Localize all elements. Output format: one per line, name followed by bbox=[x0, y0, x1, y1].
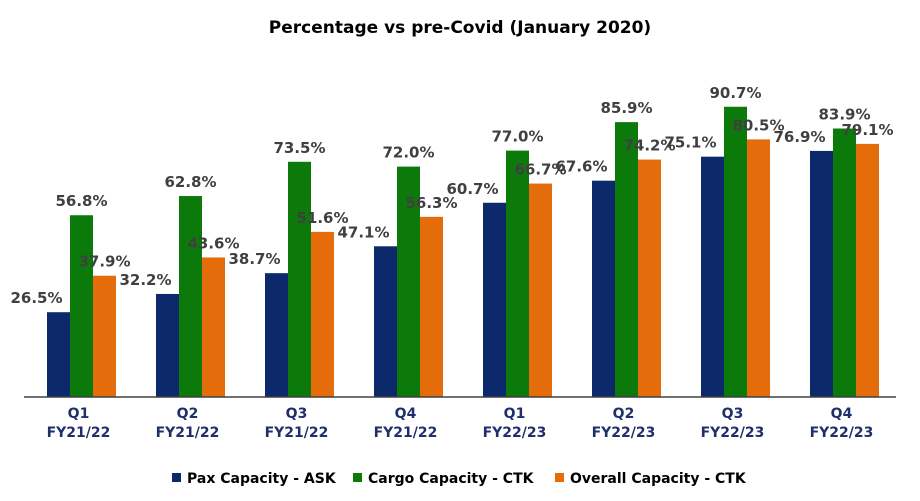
bar-2-3 bbox=[288, 161, 311, 397]
bar-3-2 bbox=[202, 257, 225, 397]
x-tick-label-8-1: Q4 bbox=[831, 406, 853, 422]
x-tick-label-6-2: FY22/23 bbox=[592, 425, 656, 441]
data-label-1-3: 38.7% bbox=[228, 250, 280, 268]
bar-1-4 bbox=[374, 246, 397, 397]
bar-1-5 bbox=[483, 202, 506, 397]
bar-3-3 bbox=[311, 231, 334, 397]
data-label-2-1: 56.8% bbox=[55, 192, 107, 210]
data-label-1-5: 60.7% bbox=[446, 180, 498, 198]
bar-3-4 bbox=[420, 216, 443, 397]
bar-3-7 bbox=[747, 139, 770, 397]
bar-3-8 bbox=[856, 143, 879, 397]
x-tick-labels: Q1 FY21/22 Q2 FY21/22 Q3 FY21/22 Q4 FY21/22 Q1 FY… bbox=[47, 406, 874, 441]
x-tick-label-6-1: Q2 bbox=[613, 406, 635, 422]
data-label-2-8: 83.9% bbox=[818, 106, 870, 124]
data-label-1-6: 67.6% bbox=[555, 158, 607, 176]
x-tick-label-4-1: Q4 bbox=[395, 406, 417, 422]
data-label-2-5: 77.0% bbox=[491, 128, 543, 146]
bar-2-8 bbox=[833, 128, 856, 397]
legend-label-2: Cargo Capacity - CTK bbox=[368, 471, 535, 487]
x-tick-label-7-1: Q3 bbox=[722, 406, 744, 422]
data-label-2-2: 62.8% bbox=[164, 173, 216, 191]
x-tick-label-8-2: FY22/23 bbox=[810, 425, 874, 441]
bar-2-5 bbox=[506, 150, 529, 397]
data-label-1-8: 76.9% bbox=[773, 128, 825, 146]
x-tick-label-5-1: Q1 bbox=[504, 406, 526, 422]
data-label-2-3: 73.5% bbox=[273, 139, 325, 157]
bar-1-2 bbox=[156, 293, 179, 397]
legend: Pax Capacity - ASK Cargo Capacity - CTK Ov… bbox=[172, 471, 747, 487]
x-tick-label-2-1: Q2 bbox=[177, 406, 199, 422]
legend-swatch-3 bbox=[555, 473, 564, 482]
legend-swatch-2 bbox=[353, 473, 362, 482]
x-tick-label-7-2: FY22/23 bbox=[701, 425, 765, 441]
data-label-2-7: 90.7% bbox=[709, 84, 761, 102]
data-label-3-8: 79.1% bbox=[841, 121, 893, 139]
bar-3-1 bbox=[93, 275, 116, 397]
x-tick-label-3-2: FY21/22 bbox=[265, 425, 329, 441]
bar-2-2 bbox=[179, 196, 202, 397]
data-label-2-4: 72.0% bbox=[382, 144, 434, 162]
data-label-3-3: 51.6% bbox=[296, 209, 348, 227]
data-label-2-6: 85.9% bbox=[600, 99, 652, 117]
legend-swatch-1 bbox=[172, 473, 181, 482]
x-tick-label-1-1: Q1 bbox=[68, 406, 90, 422]
bar-1-1 bbox=[47, 312, 70, 397]
bar-1-7 bbox=[701, 156, 724, 397]
data-label-3-4: 56.3% bbox=[405, 194, 457, 212]
data-label-3-2: 43.6% bbox=[187, 234, 239, 252]
bar-2-6 bbox=[615, 122, 638, 398]
bar-3-5 bbox=[529, 183, 552, 397]
bar-1-3 bbox=[265, 273, 288, 397]
bar-1-6 bbox=[592, 180, 615, 397]
bar-1-8 bbox=[810, 150, 833, 397]
bar-2-4 bbox=[397, 166, 420, 397]
legend-label-3: Overall Capacity - CTK bbox=[570, 471, 747, 487]
legend-label-1: Pax Capacity - ASK bbox=[187, 471, 337, 487]
bar-3-6 bbox=[638, 159, 661, 397]
bars-layer bbox=[47, 106, 879, 398]
bar-2-1 bbox=[70, 215, 93, 397]
x-tick-label-2-2: FY21/22 bbox=[156, 425, 220, 441]
data-label-3-1: 37.9% bbox=[78, 253, 130, 271]
x-tick-label-4-2: FY21/22 bbox=[374, 425, 438, 441]
data-label-1-7: 75.1% bbox=[664, 134, 716, 152]
chart-title: Percentage vs pre-Covid (January 2020) bbox=[269, 18, 651, 38]
data-label-1-1: 26.5% bbox=[10, 289, 62, 307]
data-label-1-4: 47.1% bbox=[337, 223, 389, 241]
data-label-1-2: 32.2% bbox=[119, 271, 171, 289]
x-tick-label-3-1: Q3 bbox=[286, 406, 308, 422]
data-label-3-7: 80.5% bbox=[732, 116, 784, 134]
x-tick-label-1-2: FY21/22 bbox=[47, 425, 111, 441]
data-label-3-6: 74.2% bbox=[623, 137, 675, 155]
bar-2-7 bbox=[724, 106, 747, 397]
x-tick-label-5-2: FY22/23 bbox=[483, 425, 547, 441]
data-labels-layer: 26.5% 56.8% 37.9%32.2% 62.8% 43.6%38.7% 73.5%… bbox=[10, 84, 893, 307]
data-label-3-5: 66.7% bbox=[514, 161, 566, 179]
